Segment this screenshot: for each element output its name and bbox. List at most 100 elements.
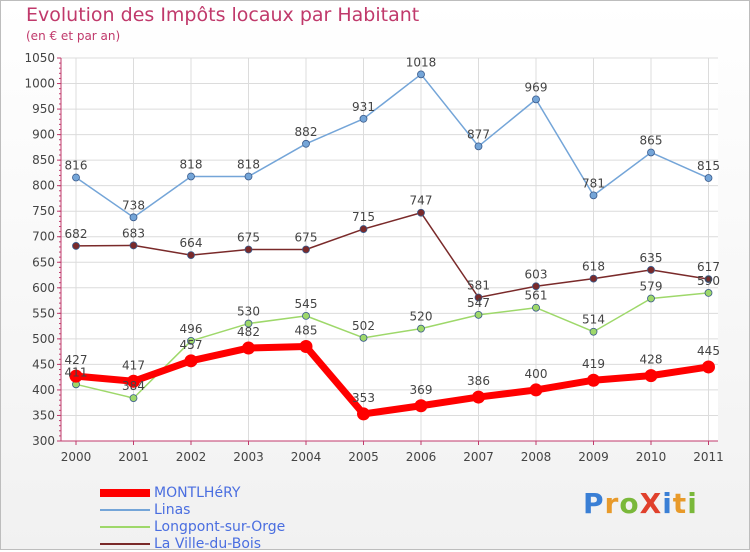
data-label: 411 <box>65 365 88 379</box>
data-point <box>704 289 713 297</box>
x-tick-label: 2006 <box>406 450 437 464</box>
data-point <box>474 293 483 302</box>
data-label: 590 <box>697 274 720 288</box>
data-label: 715 <box>352 210 375 224</box>
data-label: 579 <box>640 280 663 294</box>
y-tick-label: 750 <box>32 204 55 218</box>
data-label: 445 <box>697 344 720 358</box>
data-point <box>532 95 540 104</box>
data-point <box>187 172 195 181</box>
series-line-MONTLHéRY <box>75 343 710 418</box>
data-label: 514 <box>582 313 605 327</box>
data-point <box>417 208 425 217</box>
data-point <box>129 241 138 250</box>
x-tick-label: 2004 <box>291 450 322 464</box>
y-tick-label: 900 <box>32 128 55 142</box>
y-tick-label: 450 <box>32 357 55 371</box>
x-tick-label: 2002 <box>176 450 207 464</box>
data-label: 635 <box>640 251 663 265</box>
y-tick-label: 1050 <box>24 51 55 65</box>
data-label: 400 <box>525 367 548 381</box>
data-point <box>529 383 543 397</box>
data-label: 427 <box>65 353 88 367</box>
data-label: 818 <box>237 157 260 171</box>
chart-title: Evolution des Impôts locaux par Habitant <box>26 4 420 26</box>
data-point <box>474 142 483 151</box>
data-label: 561 <box>525 289 548 303</box>
x-tick-label: 2005 <box>348 450 379 464</box>
legend-swatch <box>100 542 150 545</box>
legend-label: La Ville-du-Bois <box>154 535 262 552</box>
data-label: 818 <box>180 157 203 171</box>
x-tick-label: 2011 <box>693 450 724 464</box>
data-label: 675 <box>237 231 260 245</box>
y-tick-label: 300 <box>32 434 55 448</box>
x-tick-label: 2009 <box>578 450 609 464</box>
data-label: 865 <box>640 133 663 147</box>
data-label: 882 <box>295 125 318 139</box>
y-tick-label: 1000 <box>24 77 55 91</box>
data-label: 815 <box>697 159 720 173</box>
data-point <box>359 333 368 342</box>
data-point <box>72 173 80 182</box>
legend-label: MONTLHéRY <box>154 484 241 501</box>
data-point <box>129 394 138 403</box>
x-tick-label: 2003 <box>233 450 264 464</box>
data-label: 969 <box>525 80 548 94</box>
data-point <box>532 303 540 312</box>
data-label: 581 <box>467 279 490 293</box>
data-label: 664 <box>180 236 203 250</box>
data-point <box>587 373 600 387</box>
data-label: 384 <box>122 379 145 393</box>
data-point <box>244 172 253 181</box>
x-tick-label: 2008 <box>521 450 552 464</box>
data-label: 675 <box>295 231 318 245</box>
data-point <box>244 319 253 328</box>
data-label: 545 <box>295 297 318 311</box>
data-label: 618 <box>582 260 605 274</box>
data-point <box>644 369 658 383</box>
chart-legend: MONTLHéRY Linas Longpont-sur-Orge La Ville-… <box>100 484 285 552</box>
data-label: 931 <box>352 100 375 114</box>
data-label: 457 <box>180 338 203 352</box>
proxiti-logo: ProXiti <box>583 487 698 520</box>
data-label: 419 <box>582 357 605 371</box>
legend-item: Linas <box>100 501 285 518</box>
legend-swatch <box>100 488 150 497</box>
y-tick-label: 950 <box>32 102 55 116</box>
data-point <box>299 340 313 354</box>
data-point <box>127 374 140 388</box>
data-label: 530 <box>237 305 260 319</box>
legend-label: Longpont-sur-Orge <box>154 518 286 535</box>
series-line-La Ville-du-Bois <box>75 211 709 299</box>
data-label: 683 <box>122 226 145 240</box>
y-tick-label: 500 <box>32 332 55 346</box>
data-point <box>589 274 598 283</box>
data-label: 502 <box>352 319 375 333</box>
legend-swatch <box>100 525 150 528</box>
data-point <box>589 327 598 336</box>
y-tick-label: 600 <box>32 281 55 295</box>
data-point <box>417 324 425 333</box>
data-point <box>302 139 310 148</box>
data-point <box>302 245 310 254</box>
data-point <box>242 341 255 355</box>
data-point <box>472 390 485 404</box>
data-label: 353 <box>352 391 375 405</box>
data-label: 547 <box>467 296 490 310</box>
x-tick-label: 2000 <box>61 450 92 464</box>
data-label: 482 <box>237 325 260 339</box>
data-point <box>69 369 83 383</box>
data-label: 682 <box>65 227 88 241</box>
x-tick-label: 2010 <box>636 450 667 464</box>
data-point <box>647 294 655 303</box>
data-point <box>359 114 368 123</box>
data-label: 386 <box>467 374 490 388</box>
chart-subtitle: (en € et par an) <box>26 29 121 43</box>
y-tick-label: 650 <box>32 255 55 269</box>
data-point <box>647 148 655 157</box>
data-point <box>244 245 253 254</box>
data-label: 496 <box>180 322 203 336</box>
series-line-Linas <box>75 73 709 219</box>
data-point <box>357 407 370 421</box>
